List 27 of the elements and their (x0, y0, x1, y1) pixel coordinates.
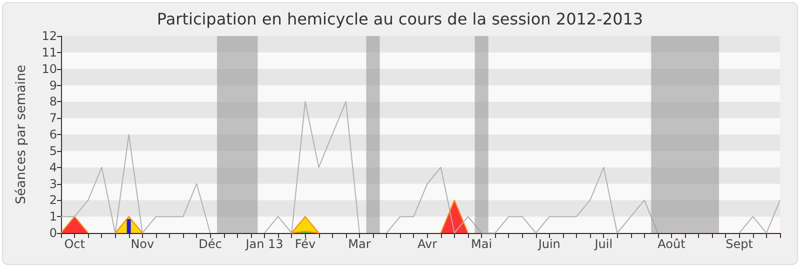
x-tick-label: Fév (294, 237, 316, 251)
x-tick-label: Mai (471, 237, 492, 251)
y-tick-label: 4 (49, 160, 57, 174)
x-tick-label: Mar (348, 237, 371, 251)
x-tick-label: Sept (726, 237, 754, 251)
x-tick-label: Oct (64, 237, 86, 251)
y-tick-label: 6 (49, 128, 57, 142)
x-tick-label: Juin (537, 237, 560, 251)
x-tick-label: Déc (198, 237, 222, 251)
y-tick-label: 0 (49, 226, 57, 240)
y-tick-label: 7 (49, 111, 57, 126)
y-tick-label: 10 (42, 62, 57, 76)
y-tick-label: 5 (49, 144, 57, 158)
y-tick-label: 3 (49, 176, 57, 191)
y-tick-label: 9 (49, 78, 57, 92)
y-tick-label: 1 (49, 210, 57, 224)
y-tick-label: 2 (49, 193, 57, 208)
y-axis-title: Séances par semaine (14, 64, 29, 204)
x-tick-label: Juil (594, 237, 613, 251)
chart-title: Participation en hemicycle au cours de la session 2012-2013 (156, 10, 644, 28)
y-tick-label: 8 (49, 94, 57, 109)
y-tick-label: 11 (42, 45, 57, 60)
x-tick-label: Nov (130, 237, 154, 251)
y-tick-label: 12 (42, 29, 57, 43)
x-tick-label: Août (658, 237, 686, 251)
x-tick-label: Avr (418, 237, 438, 251)
x-tick-label: Jan 13 (244, 237, 284, 251)
